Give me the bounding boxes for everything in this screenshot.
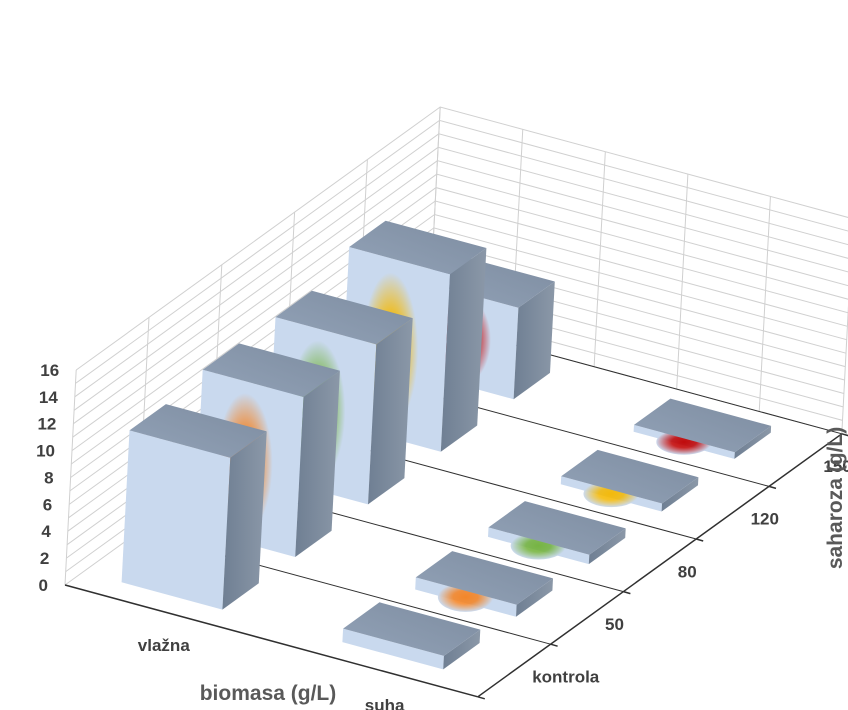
gridline — [676, 174, 689, 390]
y-tick-label: 4 — [41, 522, 51, 541]
depth-series-label: 150 — [823, 457, 848, 476]
gridline — [758, 196, 771, 412]
bar-side — [295, 370, 340, 557]
bar-top — [202, 343, 340, 397]
bar — [633, 398, 772, 459]
depth-series-label: 50 — [605, 615, 624, 634]
y-tick-label: 16 — [40, 361, 59, 380]
y-tick-label: 2 — [40, 549, 49, 568]
x-axis-title: biomasa (g/L) — [200, 682, 337, 705]
bar — [342, 602, 481, 670]
depth-series-label: 120 — [751, 510, 779, 529]
bar-side — [734, 425, 772, 459]
depth-axis-tick — [768, 485, 777, 490]
bar-side — [588, 528, 626, 565]
bar-side — [368, 318, 413, 505]
bar-side — [222, 431, 267, 610]
x-axis-line — [64, 584, 478, 698]
depth-axis-title: saharoza (g/L) — [824, 427, 847, 569]
bar — [560, 449, 699, 512]
gridline — [841, 305, 848, 434]
bar-side — [513, 281, 555, 400]
gridline — [64, 369, 77, 586]
bar-front — [121, 430, 231, 610]
y-tick-label: 6 — [43, 495, 52, 514]
bar-top — [275, 290, 413, 345]
x-category-label: suha — [365, 696, 405, 710]
bar-top — [415, 551, 553, 605]
bar-top — [488, 501, 626, 555]
y-tick-label: 8 — [44, 468, 53, 487]
y-tick-label: 10 — [36, 442, 55, 461]
depth-axis-tick — [477, 696, 486, 700]
gridline — [593, 151, 606, 367]
bar-top — [129, 404, 267, 458]
depth-axis-line — [477, 433, 843, 698]
bar-top — [349, 220, 487, 275]
depth-axis-tick — [623, 590, 631, 595]
bar-top — [343, 602, 481, 656]
y-tick-label: 0 — [39, 576, 48, 595]
bar-top — [634, 398, 772, 453]
bar-side — [661, 477, 699, 512]
y-tick-label: 14 — [39, 388, 58, 407]
depth-axis-tick — [550, 643, 558, 647]
depth-series-label: kontrola — [532, 668, 600, 687]
y-tick-label: 12 — [37, 415, 56, 434]
bar-side — [443, 629, 481, 670]
bar — [121, 404, 267, 610]
bars — [121, 220, 772, 670]
labels: 0 2 4 6 8 10 12 14 16 vlažna suha kontrola 50 80 120 15… — [36, 361, 848, 710]
bar — [488, 501, 626, 565]
depth-series-label: 80 — [678, 562, 697, 581]
bar-side — [516, 578, 553, 617]
bar-front — [342, 628, 444, 670]
bar-top — [561, 449, 699, 504]
bar — [415, 551, 553, 617]
bar-side — [440, 248, 487, 452]
x-category-label: vlažna — [138, 636, 191, 655]
depth-axis-tick — [695, 538, 704, 542]
